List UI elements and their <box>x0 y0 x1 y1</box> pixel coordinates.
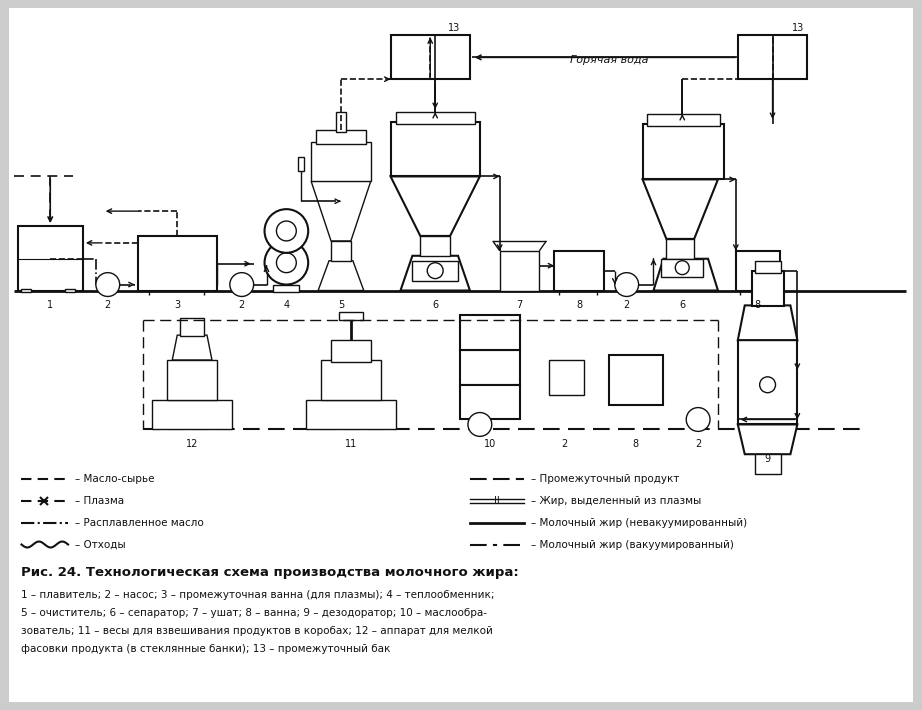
Text: 10: 10 <box>484 439 496 449</box>
Bar <box>321 360 381 400</box>
Polygon shape <box>738 305 798 340</box>
Bar <box>460 385 519 420</box>
Text: фасовки продукта (в стеклянные банки); 13 – промежуточный бак: фасовки продукта (в стеклянные банки); 1… <box>21 644 391 654</box>
Text: 2: 2 <box>695 439 702 449</box>
Text: – Плазма: – Плазма <box>75 496 124 506</box>
Bar <box>21 288 31 293</box>
Bar <box>180 318 204 336</box>
Text: 1: 1 <box>47 300 53 310</box>
Bar <box>18 226 83 290</box>
Text: Рис. 24. Технологическая схема производства молочного жира:: Рис. 24. Технологическая схема производс… <box>21 567 519 579</box>
Text: 4: 4 <box>283 300 290 310</box>
Text: 1 – плавитель; 2 – насос; 3 – промежуточная ванна (для плазмы); 4 – теплообменни: 1 – плавитель; 2 – насос; 3 – промежуточ… <box>21 590 495 600</box>
Bar <box>554 251 604 290</box>
Text: 6: 6 <box>432 300 438 310</box>
Polygon shape <box>400 256 470 290</box>
Circle shape <box>265 241 308 285</box>
Bar <box>667 239 694 258</box>
Bar <box>420 236 450 256</box>
Text: – Отходы: – Отходы <box>75 540 125 550</box>
Bar <box>312 142 371 181</box>
Text: 8: 8 <box>576 300 582 310</box>
Bar <box>306 400 396 430</box>
Text: 8: 8 <box>632 439 639 449</box>
Bar <box>412 261 458 280</box>
Bar <box>643 124 724 180</box>
Circle shape <box>277 221 296 241</box>
Text: 7: 7 <box>516 300 523 310</box>
Text: – Жир, выделенный из плазмы: – Жир, выделенный из плазмы <box>531 496 702 506</box>
Polygon shape <box>172 335 212 360</box>
Bar <box>755 454 782 474</box>
Polygon shape <box>738 425 798 454</box>
Bar <box>391 122 479 176</box>
Circle shape <box>468 413 491 437</box>
Text: – Расплавленное масло: – Расплавленное масло <box>75 518 204 528</box>
Circle shape <box>427 263 443 278</box>
Text: зователь; 11 – весы для взвешивания продуктов в коробах; 12 – аппарат для мелкой: зователь; 11 – весы для взвешивания прод… <box>21 626 493 636</box>
Text: II: II <box>494 496 500 506</box>
Text: Горячая вода: Горячая вода <box>570 55 648 65</box>
Bar <box>331 241 351 261</box>
Circle shape <box>615 273 639 297</box>
Text: 5: 5 <box>337 300 344 310</box>
Bar <box>331 340 371 362</box>
Bar <box>646 114 720 126</box>
Bar <box>661 258 703 277</box>
Circle shape <box>675 261 690 275</box>
Polygon shape <box>318 261 364 290</box>
Circle shape <box>277 253 296 273</box>
Bar <box>738 35 808 80</box>
Text: – Молочный жир (невакуумированный): – Молочный жир (невакуумированный) <box>531 518 748 528</box>
Bar <box>550 360 584 395</box>
Polygon shape <box>391 176 479 236</box>
Bar <box>65 288 75 293</box>
Bar <box>460 315 519 350</box>
Text: 2: 2 <box>105 300 111 310</box>
Bar <box>738 340 798 425</box>
Text: 13: 13 <box>792 23 805 33</box>
Text: 2: 2 <box>239 300 245 310</box>
Text: – Промежуточный продукт: – Промежуточный продукт <box>531 474 680 484</box>
Text: 5 – очиститель; 6 – сепаратор; 7 – ушат; 8 – ванна; 9 – дезодоратор; 10 – маслоо: 5 – очиститель; 6 – сепаратор; 7 – ушат;… <box>21 608 488 618</box>
Bar <box>339 312 362 320</box>
Circle shape <box>96 273 120 297</box>
Bar <box>391 35 470 80</box>
Text: 12: 12 <box>186 439 198 449</box>
Circle shape <box>686 408 710 432</box>
Polygon shape <box>643 180 718 239</box>
Bar <box>755 261 782 273</box>
Text: – Масло-сырье: – Масло-сырье <box>75 474 155 484</box>
Text: 9: 9 <box>764 454 771 464</box>
Bar <box>299 157 304 171</box>
Polygon shape <box>312 181 371 241</box>
Circle shape <box>230 273 254 297</box>
Polygon shape <box>654 258 718 290</box>
Bar <box>274 285 300 293</box>
Bar <box>460 350 519 385</box>
Bar <box>152 400 231 430</box>
Text: 6: 6 <box>680 300 685 310</box>
Text: 11: 11 <box>345 439 357 449</box>
Circle shape <box>760 377 775 393</box>
Bar <box>336 112 346 132</box>
Text: 3: 3 <box>174 300 181 310</box>
Text: 2: 2 <box>561 439 567 449</box>
Text: 2: 2 <box>623 300 630 310</box>
Text: 8: 8 <box>754 300 761 310</box>
Text: 13: 13 <box>448 23 460 33</box>
Bar <box>137 236 217 290</box>
Bar <box>736 251 781 290</box>
Bar <box>609 355 664 405</box>
Bar <box>167 360 217 400</box>
Bar <box>396 112 475 124</box>
Circle shape <box>265 209 308 253</box>
Text: – Молочный жир (вакуумированный): – Молочный жир (вакуумированный) <box>531 540 734 550</box>
Bar <box>751 271 785 307</box>
Bar <box>316 130 366 143</box>
Bar <box>500 251 539 290</box>
